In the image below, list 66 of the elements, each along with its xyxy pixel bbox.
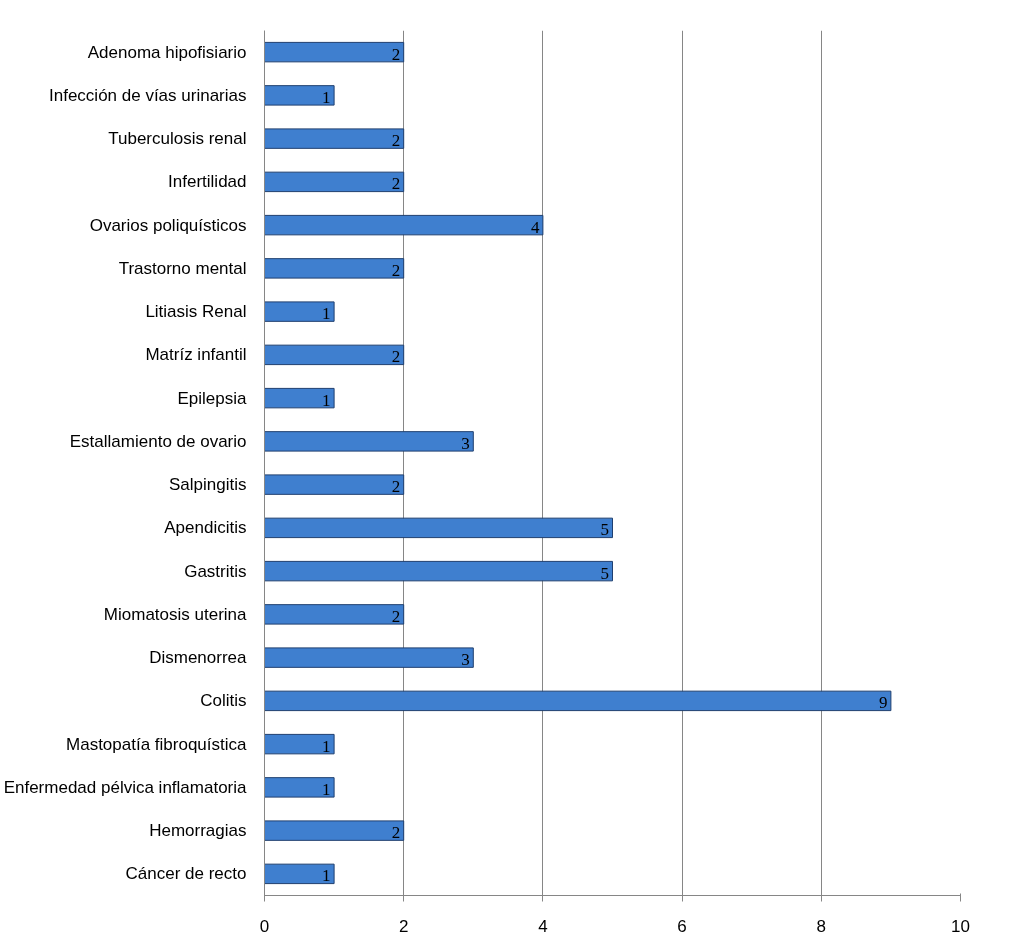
bar (264, 690, 892, 712)
y-tick-label: Tuberculosis renal (108, 129, 247, 149)
y-tick-label: Litiasis Renal (145, 302, 247, 322)
data-label: 2 (391, 44, 401, 64)
y-tick-label: Colitis (200, 691, 247, 711)
y-tick-label: Ovarios poliquísticos (89, 215, 247, 235)
y-tick-label: Epilepsia (177, 388, 248, 408)
data-label: 2 (391, 174, 401, 194)
y-tick-label: Dismenorrea (149, 648, 248, 668)
data-label: 4 (530, 217, 540, 237)
y-tick-label: Trastorno mental (118, 258, 247, 278)
bar (264, 171, 405, 193)
x-tick-label: 0 (259, 916, 270, 936)
bar (264, 85, 335, 106)
data-label: 1 (322, 87, 331, 107)
data-label: 1 (322, 304, 331, 324)
y-tick-label: Infertilidad (168, 172, 247, 192)
data-label: 2 (391, 823, 401, 843)
data-label: 2 (391, 347, 401, 367)
bar (264, 344, 405, 366)
y-tick-label: Gastritis (184, 561, 247, 581)
bar (264, 214, 544, 236)
bar (264, 604, 405, 625)
data-label: 1 (322, 390, 331, 410)
x-tick-label: 4 (538, 916, 548, 936)
y-tick-label: Apendicitis (164, 518, 247, 538)
bar (264, 301, 335, 322)
bar (264, 733, 335, 755)
data-label: 2 (391, 606, 401, 626)
bar (264, 560, 613, 582)
data-label: 5 (600, 563, 610, 583)
data-label: 5 (600, 520, 610, 540)
bar (264, 777, 335, 798)
data-label: 1 (322, 779, 331, 799)
x-tick-label: 10 (951, 916, 970, 936)
data-label: 9 (878, 693, 888, 713)
bar (264, 41, 405, 63)
bar (264, 258, 405, 279)
y-tick-label: Miomatosis uterina (103, 604, 248, 624)
bar (264, 431, 474, 452)
y-tick-label: Mastopatía fibroquística (66, 734, 248, 754)
data-label: 2 (391, 477, 401, 497)
x-tick-label: 6 (677, 916, 687, 936)
data-label: 1 (322, 736, 331, 756)
data-label: 1 (322, 866, 331, 886)
x-tick-label: 8 (816, 916, 827, 936)
bar (264, 820, 405, 841)
bar (264, 863, 335, 885)
y-tick-label: Adenoma hipofisiario (87, 42, 247, 62)
x-tick-label: 2 (398, 916, 409, 936)
y-tick-label: Hemorragias (149, 821, 247, 841)
bar (264, 474, 405, 495)
data-label: 3 (461, 650, 470, 670)
y-tick-label: Cáncer de recto (125, 864, 247, 884)
bar (264, 387, 335, 409)
data-label: 2 (391, 260, 401, 280)
y-tick-label: Matríz infantil (145, 345, 247, 365)
bar (264, 647, 474, 668)
y-tick-label: Enfermedad pélvica inflamatoria (3, 777, 248, 797)
y-tick-label: Estallamiento de ovario (69, 431, 247, 451)
y-tick-label: Salpingitis (169, 475, 247, 495)
bar (264, 128, 405, 149)
data-label: 3 (461, 433, 470, 453)
bar (264, 517, 613, 539)
y-tick-label: Infección de vías urinarias (49, 85, 247, 105)
data-label: 2 (391, 131, 401, 151)
